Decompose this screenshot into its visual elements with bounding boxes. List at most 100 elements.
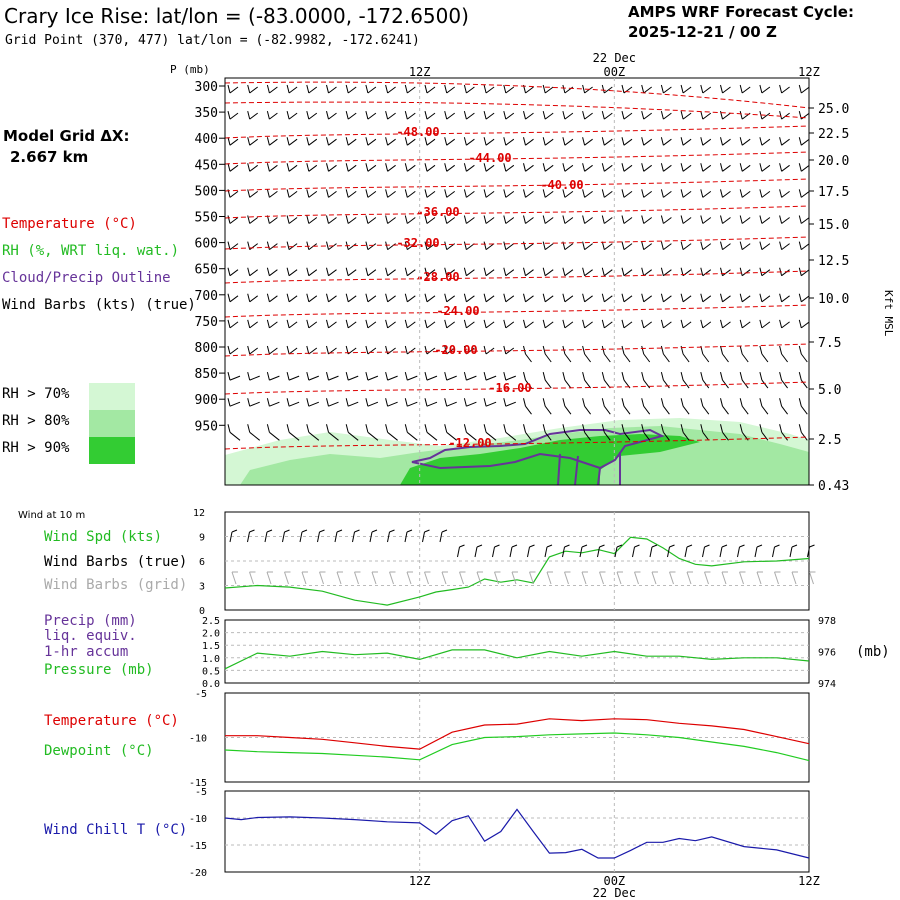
wind-barb [404, 110, 416, 120]
wind-barb [463, 424, 477, 441]
wind-speed-tick: 12 [193, 508, 205, 519]
wind-barb [463, 110, 475, 120]
wind-barb [798, 163, 809, 172]
wind-barb [463, 241, 475, 251]
wind-barb [404, 345, 416, 355]
wind-barb [582, 84, 593, 94]
wind-barb [463, 293, 475, 303]
wind-barb [582, 319, 593, 329]
height-tick-label: 17.5 [818, 185, 849, 200]
wind-barb [739, 398, 749, 415]
wind-speed-line [224, 536, 810, 606]
wind-barb [779, 215, 790, 224]
wind-barb [385, 215, 396, 224]
pressure-tick-label: 900 [195, 393, 218, 408]
wind-barb [266, 267, 278, 277]
wind-barb [286, 371, 300, 381]
wind-barb [700, 398, 710, 415]
wind-barb [227, 398, 241, 407]
wind-barb [444, 110, 456, 120]
wind-barb [582, 267, 593, 277]
wind-barb [562, 215, 574, 224]
wind-chill-panel-frame [224, 790, 810, 873]
wind-barb [660, 345, 670, 363]
wind-barb [463, 345, 475, 355]
wind-barb [720, 241, 731, 251]
wind-barb [266, 84, 278, 94]
wind-barb [463, 267, 475, 277]
wind-barb [680, 137, 692, 146]
wind-barb [444, 319, 456, 329]
wind-barb [641, 110, 653, 120]
surface-wind-barb-grid [459, 571, 466, 585]
wind-barb [523, 345, 532, 363]
surface-wind-barb-true [579, 544, 588, 558]
wind-barb [621, 371, 631, 389]
wind-barb [759, 241, 771, 251]
wind-barb [759, 189, 771, 198]
wind-barb [404, 189, 416, 198]
wind-barb [798, 398, 808, 415]
wind-barb [660, 371, 670, 389]
surface-wind-barb-grid [371, 571, 378, 585]
isotherm-label: -16.00 [488, 381, 531, 395]
surface-wind-barb-grid [354, 571, 361, 585]
wind-barb [326, 163, 337, 172]
isotherm-label: -20.00 [434, 343, 477, 357]
surface-wind-barb-true [772, 544, 780, 558]
wind-barb [365, 267, 377, 277]
wind-barb [798, 137, 809, 146]
legend-wind-barbs: Wind Barbs (kts) (true) [2, 297, 196, 313]
isotherm-line [225, 178, 809, 192]
surface-panel-title: Wind at 10 m [18, 510, 86, 521]
isotherm-line [225, 205, 809, 219]
wind-barb [385, 424, 398, 441]
wind-barb [542, 267, 554, 277]
wind-barb [582, 241, 593, 251]
wind-barb [601, 163, 613, 172]
wind-barb [621, 398, 631, 415]
wind-barb [523, 424, 532, 441]
wind-barb [404, 163, 416, 172]
wind-chill-tick: -20 [189, 868, 207, 879]
pressure-unit-label: (mb) [856, 644, 890, 660]
wind-barb [306, 189, 318, 198]
wind-barb [424, 345, 436, 355]
surface-wind-barb-grid [406, 571, 413, 585]
pressure-tick-label: 950 [195, 419, 218, 434]
wind-barb [680, 345, 690, 363]
surface-wind-barb-true [422, 529, 430, 543]
wind-barb [641, 293, 653, 303]
wind-barb [641, 371, 651, 389]
legend-temperature: Temperature (°C) [2, 216, 137, 232]
wind-barb [720, 84, 731, 94]
wind-barb [247, 215, 259, 224]
wind-barb [660, 319, 672, 329]
wind-barb [700, 424, 710, 441]
wind-barb [365, 84, 377, 94]
surface-wind-barb-true [807, 544, 815, 558]
wind-barb [365, 215, 377, 224]
wind-barb [739, 345, 749, 363]
wind-barb [247, 137, 259, 146]
wind-barb [739, 267, 751, 277]
precip-tick: 0.0 [202, 679, 220, 690]
wind-barb [503, 293, 515, 303]
legend-rh70-swatch [89, 383, 135, 410]
isotherm-label: -48.00 [396, 125, 439, 139]
isotherm-label: -44.00 [468, 151, 511, 165]
wind-barb [700, 267, 712, 277]
wind-barb [326, 293, 337, 303]
wind-barb [483, 371, 497, 381]
wind-barb [660, 215, 672, 224]
wind-barb [424, 189, 436, 198]
time-tick-label-top: 12Z [409, 65, 431, 79]
wind-barb [306, 319, 318, 329]
wind-barb [286, 267, 298, 277]
wind-barb [582, 424, 591, 441]
wind-barb [286, 293, 298, 303]
pressure-tick-label: 800 [195, 341, 218, 356]
wind-barb [542, 110, 554, 120]
wind-barb [700, 215, 712, 224]
wind-barb [266, 241, 278, 251]
